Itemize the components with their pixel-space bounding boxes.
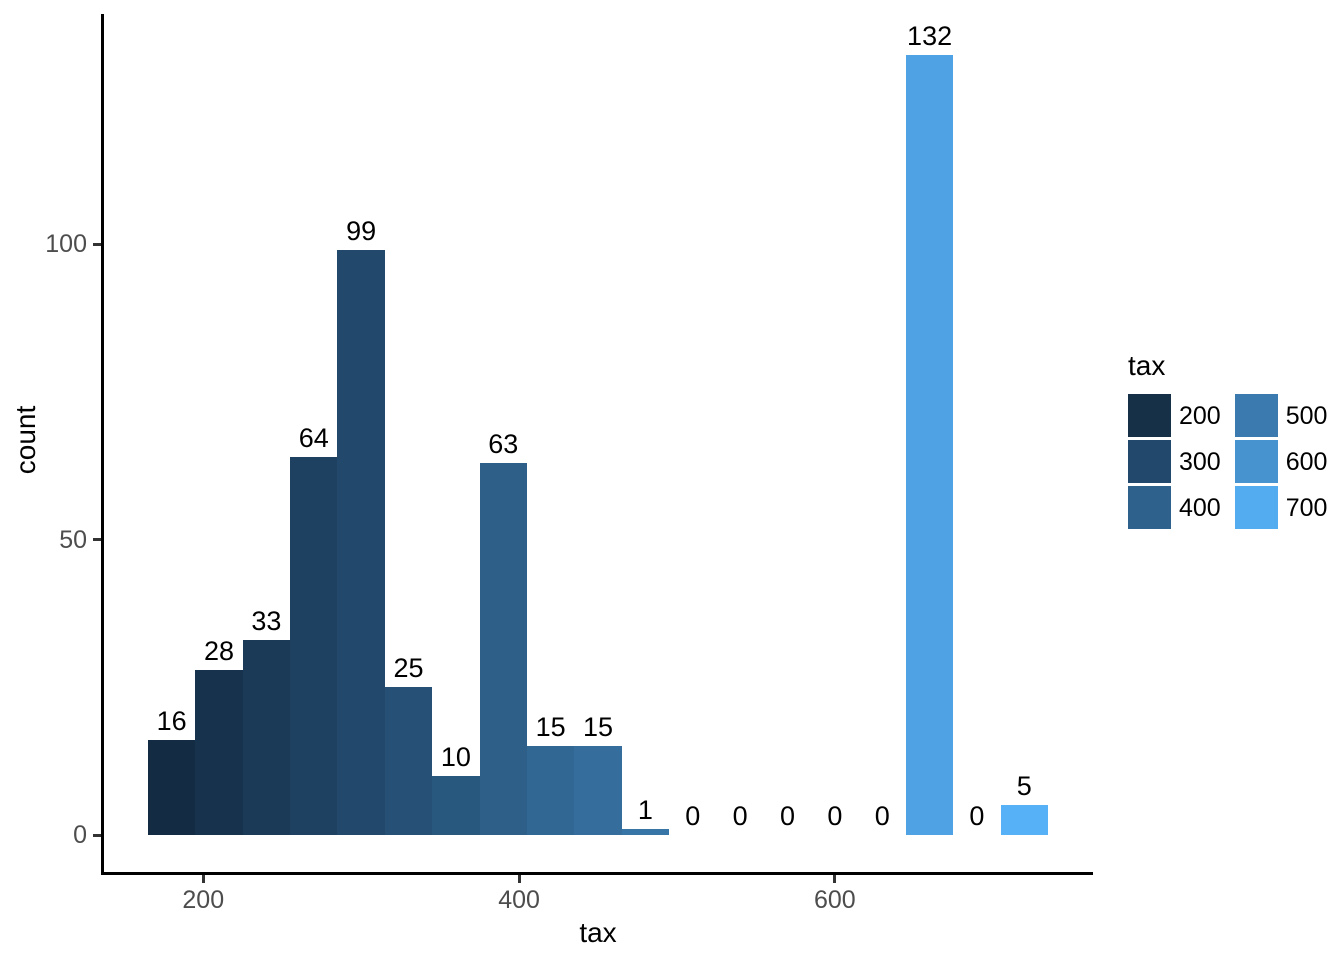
histogram-bar bbox=[621, 829, 670, 835]
histogram-bar bbox=[526, 746, 575, 835]
bar-value-label: 99 bbox=[346, 216, 377, 246]
bar-value-label: 64 bbox=[298, 422, 329, 453]
legend-swatch bbox=[1234, 394, 1278, 437]
legend-label: 400 bbox=[1179, 493, 1221, 522]
legend-label: 700 bbox=[1285, 493, 1328, 522]
x-axis-title: tax bbox=[579, 917, 617, 948]
y-tick-label: 0 bbox=[73, 821, 87, 849]
bar-value-label: 0 bbox=[779, 801, 795, 831]
y-tick bbox=[93, 833, 101, 837]
bar-value-label: 5 bbox=[1016, 771, 1032, 802]
bar-value-label: 10 bbox=[440, 741, 471, 772]
bar-value-label: 0 bbox=[732, 801, 748, 831]
legend-swatch bbox=[1234, 440, 1278, 483]
bar-value-label: 0 bbox=[874, 801, 890, 831]
legend-title: tax bbox=[1128, 350, 1166, 381]
bar-value-label: 15 bbox=[535, 712, 566, 743]
legend-label: 300 bbox=[1179, 447, 1221, 476]
histogram-bar bbox=[384, 687, 433, 835]
y-tick-label: 100 bbox=[45, 230, 87, 259]
bar-value-label: 132 bbox=[907, 21, 953, 51]
legend-label: 600 bbox=[1285, 447, 1328, 476]
bar-value-label: 1 bbox=[637, 795, 653, 826]
y-tick bbox=[93, 242, 101, 246]
x-tick-label: 600 bbox=[813, 886, 856, 914]
legend-swatch bbox=[1128, 394, 1171, 437]
histogram-bar bbox=[195, 669, 243, 835]
legend: tax 200 300 400 500 600 700 bbox=[1128, 350, 1327, 529]
histogram-bar bbox=[479, 462, 527, 835]
bar-value-label: 28 bbox=[204, 635, 235, 666]
x-axis-line bbox=[101, 872, 1093, 875]
histogram-bar bbox=[242, 640, 291, 835]
legend-entry: 300 bbox=[1128, 440, 1221, 483]
histogram-bar bbox=[905, 55, 954, 835]
x-tick bbox=[517, 875, 521, 883]
bar-value-label: 0 bbox=[969, 801, 985, 831]
bar-value-label: 63 bbox=[488, 428, 519, 459]
x-tick-label: 400 bbox=[498, 886, 540, 914]
legend-entry: 200 bbox=[1128, 394, 1221, 437]
x-tick-label: 200 bbox=[182, 886, 225, 914]
legend-swatch bbox=[1234, 486, 1278, 529]
legend-label: 200 bbox=[1179, 401, 1221, 430]
bar-value-label: 25 bbox=[393, 653, 424, 684]
y-tick bbox=[93, 538, 101, 542]
histogram-bar bbox=[290, 456, 338, 835]
y-axis-line bbox=[101, 14, 104, 875]
x-tick bbox=[833, 875, 837, 883]
bar-value-label: 0 bbox=[685, 801, 701, 831]
legend-swatch bbox=[1128, 440, 1171, 483]
histogram-bar bbox=[574, 746, 622, 835]
legend-label: 500 bbox=[1285, 401, 1328, 430]
histogram-bar bbox=[337, 250, 385, 835]
y-axis-title: count bbox=[10, 405, 41, 475]
bar-value-label: 0 bbox=[827, 801, 843, 831]
bar-value-label: 15 bbox=[582, 712, 614, 743]
histogram-bar bbox=[1000, 805, 1048, 835]
bar-value-label: 16 bbox=[156, 706, 187, 737]
legend-entry: 500 bbox=[1234, 394, 1328, 437]
histogram-bar bbox=[148, 740, 196, 835]
y-tick-label: 50 bbox=[59, 525, 87, 554]
bar-value-label: 33 bbox=[251, 606, 282, 636]
legend-entry: 400 bbox=[1128, 486, 1221, 529]
legend-entry: 600 bbox=[1234, 440, 1328, 483]
x-tick bbox=[201, 875, 205, 883]
legend-swatch bbox=[1128, 486, 1171, 529]
legend-grid: 200 300 400 500 600 700 bbox=[1128, 394, 1327, 529]
histogram-bar bbox=[432, 775, 480, 835]
legend-entry: 700 bbox=[1234, 486, 1328, 529]
